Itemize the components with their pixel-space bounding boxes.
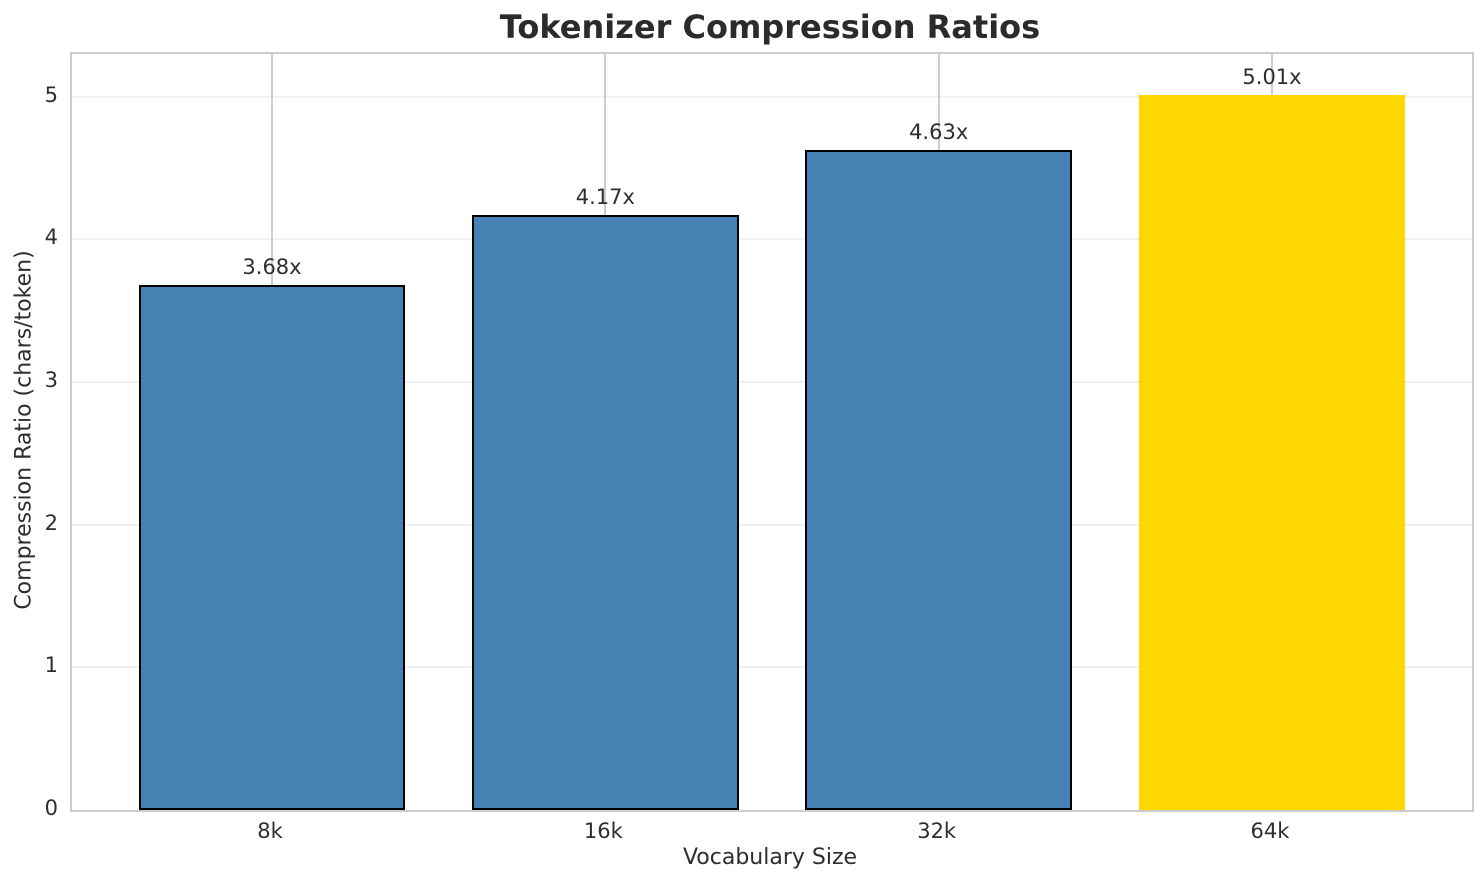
x-tick-label: 64k: [1250, 819, 1290, 843]
horizontal-gridline: [72, 95, 1472, 98]
x-tick-label: 8k: [257, 819, 283, 843]
y-tick-label: 3: [44, 368, 58, 393]
horizontal-gridline: [72, 523, 1472, 526]
x-axis-label: Vocabulary Size: [682, 845, 858, 870]
plot-area: 3.68x 4.17x 4.63x 5.01x: [70, 52, 1474, 812]
bar-value-label: 4.63x: [909, 119, 969, 144]
bar-value-label: 5.01x: [1242, 65, 1302, 90]
bar-16k: [472, 215, 739, 810]
bar-8k: [138, 285, 406, 810]
chart-title: Tokenizer Compression Ratios: [499, 8, 1041, 46]
bar-value-label: 4.17x: [575, 185, 635, 210]
y-tick-label: 5: [44, 82, 58, 107]
horizontal-gridline: [72, 381, 1472, 384]
horizontal-gridline: [72, 238, 1472, 241]
y-tick-label: 2: [44, 510, 58, 535]
horizontal-gridline: [72, 666, 1472, 669]
y-axis-label: Compression Ratio (chars/token): [11, 250, 37, 610]
bar-32k: [805, 149, 1072, 810]
y-tick-label: 0: [44, 796, 58, 820]
bar-64k: [1138, 95, 1406, 810]
x-tick-label: 32k: [917, 819, 957, 843]
bar-value-label: 3.68x: [242, 255, 302, 280]
x-tick-label: 16k: [583, 819, 623, 843]
y-tick-label: 4: [44, 225, 58, 250]
y-tick-label: 1: [44, 653, 58, 678]
